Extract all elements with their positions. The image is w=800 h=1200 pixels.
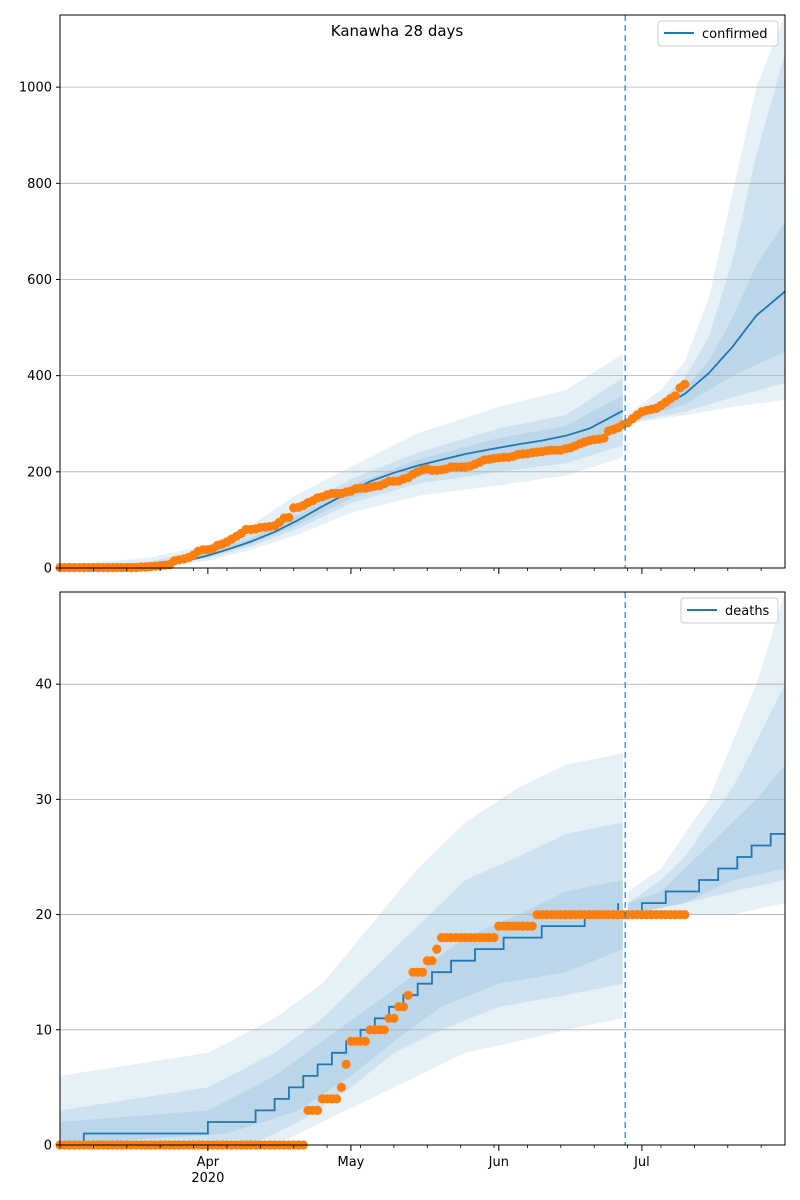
uncertainty-band-1 (627, 592, 785, 915)
observed-point (680, 910, 690, 920)
chart-title: Kanawha 28 days (331, 22, 464, 40)
observed-point (670, 391, 680, 401)
observed-point (680, 379, 690, 389)
x-tick-label: Apr (197, 1155, 220, 1170)
deaths-legend: deaths (680, 597, 779, 624)
observed-point (489, 933, 499, 943)
observed-point (360, 1036, 370, 1046)
y-tick-label: 200 (27, 465, 52, 480)
legend-label: deaths (725, 604, 770, 619)
legend-label: confirmed (702, 27, 768, 42)
observed-point (341, 1059, 351, 1069)
x-tick-label: Jul (633, 1155, 650, 1170)
x-tick-label: Jun (488, 1155, 509, 1170)
deaths-frame (59, 591, 786, 1146)
observed-point (313, 1105, 323, 1115)
confirmed-frame (59, 14, 786, 569)
y-tick-label: 0 (44, 562, 52, 577)
legend-box (657, 20, 779, 47)
observed-point (332, 1094, 342, 1104)
confirmed-legend: confirmed (657, 20, 779, 47)
observed-point (389, 1013, 399, 1023)
uncertainty-band-1 (60, 753, 623, 1145)
observed-point (427, 956, 437, 966)
confirmed-uncertainty-bands (60, 15, 785, 568)
model-line-forecast (627, 833, 785, 916)
observed-point (417, 967, 428, 977)
plot-frame (59, 591, 786, 1146)
uncertainty-band-2 (60, 822, 623, 1145)
y-tick-label: 600 (27, 273, 52, 288)
y-tick-label: 30 (35, 793, 52, 808)
observed-point (527, 921, 537, 931)
confirmed-observed-points (55, 379, 690, 573)
observed-point (336, 1082, 346, 1092)
observed-point (379, 1025, 389, 1035)
uncertainty-band-1 (627, 15, 785, 424)
uncertainty-band-3 (60, 880, 623, 1145)
legend-box (680, 597, 779, 624)
y-tick-label: 1000 (19, 81, 52, 96)
uncertainty-band-3 (627, 221, 785, 422)
deaths-y-axis: 0 10 20 30 40 (35, 678, 60, 1154)
confirmed-model (59, 290, 786, 569)
y-tick-label: 20 (35, 908, 52, 923)
x-tick-year-label: 2020 (191, 1171, 224, 1186)
x-tick-label: May (338, 1155, 365, 1170)
observed-point (599, 433, 609, 443)
y-tick-label: 40 (35, 678, 52, 693)
y-tick-label: 400 (27, 369, 52, 384)
observed-point (284, 512, 294, 523)
confirmed-panel: 0 200 400 600 800 1000 Kanawha 28 days confir… (19, 14, 786, 577)
plot-frame (59, 14, 786, 569)
deaths-gridlines (60, 683, 785, 1031)
uncertainty-band-3 (627, 764, 785, 915)
observed-point (403, 990, 413, 1000)
deaths-uncertainty-bands (60, 592, 785, 1145)
y-tick-label: 800 (27, 177, 52, 192)
y-tick-label: 10 (35, 1023, 52, 1038)
observed-point (432, 944, 442, 954)
confirmed-x-axis (59, 568, 762, 574)
y-tick-label: 0 (44, 1139, 52, 1154)
confirmed-y-axis: 0 200 400 600 800 1000 (19, 81, 60, 577)
observed-point (398, 1002, 408, 1012)
